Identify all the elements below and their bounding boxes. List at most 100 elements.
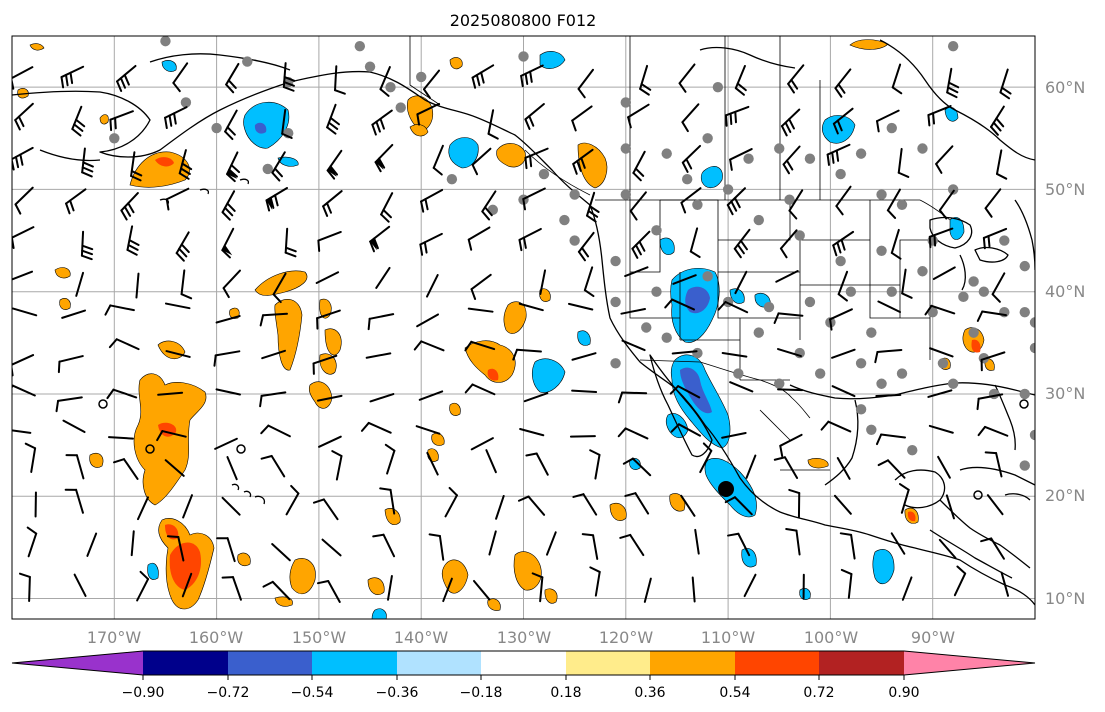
wind-barb xyxy=(670,423,702,437)
colorbar-tick-label: −0.54 xyxy=(291,685,334,701)
wind-barb xyxy=(901,576,913,601)
wind-barb xyxy=(164,106,188,130)
colorbar-bins xyxy=(143,651,904,675)
station-dot xyxy=(886,286,897,297)
wind-barb xyxy=(826,143,851,166)
station-dot xyxy=(641,322,652,333)
wind-barb xyxy=(743,573,757,598)
lon-label: 120°W xyxy=(599,628,654,647)
wind-barb xyxy=(317,394,343,402)
wind-barb xyxy=(225,62,240,94)
station-dot xyxy=(610,358,621,369)
wind-barb xyxy=(589,566,601,597)
station-dot xyxy=(927,306,938,318)
wind-barb xyxy=(387,575,393,601)
lat-label: 30°N xyxy=(1045,384,1085,403)
wind-barb xyxy=(788,189,804,220)
wind-barb xyxy=(419,232,443,256)
wind-barb xyxy=(617,391,648,404)
colorbar-tick-label: 0.72 xyxy=(803,685,834,701)
station-dot xyxy=(518,51,529,62)
station-dot xyxy=(620,97,631,108)
wind-barb xyxy=(166,535,185,562)
wind-barb xyxy=(531,572,544,603)
station-dot xyxy=(722,184,734,195)
station-dot xyxy=(1019,388,1030,400)
wind-barb xyxy=(935,145,954,174)
wind-barb xyxy=(470,273,492,301)
wind-barb xyxy=(946,67,960,99)
wind-barb xyxy=(938,538,957,559)
station-dot xyxy=(968,327,979,338)
wind-barb xyxy=(375,266,391,289)
wind-barb xyxy=(14,102,34,131)
wind-barb xyxy=(265,186,289,212)
wind-barb xyxy=(80,230,94,261)
wind-barb xyxy=(639,64,652,96)
wind-barb xyxy=(890,228,902,260)
calm-markers xyxy=(98,399,1029,500)
wind-barb xyxy=(71,105,86,137)
wind-barb xyxy=(165,350,191,358)
wind-barb xyxy=(622,457,652,477)
station-dot xyxy=(242,56,253,67)
lon-label: 130°W xyxy=(497,628,552,647)
station-dot xyxy=(855,358,867,369)
wind-barb xyxy=(334,65,346,95)
wind-barb xyxy=(717,300,749,314)
wind-barb xyxy=(886,188,901,219)
station-dot xyxy=(784,194,795,205)
colorbar-tick-label: −0.18 xyxy=(460,685,503,701)
wind-barb xyxy=(733,228,751,259)
station-dot xyxy=(262,163,273,175)
station-dot xyxy=(774,378,785,389)
wind-barb xyxy=(470,437,494,451)
wind-barb xyxy=(518,302,544,312)
wind-barb xyxy=(426,274,439,298)
wind-barb xyxy=(773,312,804,325)
station-dot xyxy=(692,347,703,359)
wind-barb xyxy=(745,454,757,479)
wind-barb xyxy=(107,436,134,440)
wind-barb xyxy=(671,350,698,355)
station-dot xyxy=(1019,460,1030,471)
wind-barb xyxy=(272,272,287,304)
lat-label: 60°N xyxy=(1045,78,1085,97)
wind-barb xyxy=(467,226,491,251)
wind-barb xyxy=(522,187,546,211)
wind-barb xyxy=(517,495,546,516)
wind-barb xyxy=(546,531,557,556)
wind-barb xyxy=(259,312,288,327)
station-dot xyxy=(947,184,959,195)
wind-barb xyxy=(835,185,852,216)
wind-barb xyxy=(571,352,597,361)
wind-barb xyxy=(384,443,396,475)
wind-barb xyxy=(840,568,853,599)
wind-barb xyxy=(137,496,149,521)
wind-barb xyxy=(12,307,38,317)
wind-barb xyxy=(18,572,31,602)
wind-barb xyxy=(990,105,1005,136)
wind-barb xyxy=(62,419,86,434)
wind-barb xyxy=(617,427,649,440)
wind-barb xyxy=(724,496,753,516)
wind-barb xyxy=(901,268,913,299)
wind-barb xyxy=(262,580,291,601)
wind-barb xyxy=(372,533,396,558)
wind-barb xyxy=(583,266,595,298)
wind-barb xyxy=(678,63,696,93)
map-title: 2025080800 F012 xyxy=(450,11,597,30)
wind-barb xyxy=(721,431,747,439)
colorbar-bin xyxy=(566,651,650,675)
wind-barb xyxy=(113,458,139,480)
wind-barb xyxy=(221,227,235,259)
wind-barb xyxy=(727,532,751,557)
station-dot xyxy=(958,291,969,303)
wind-barb xyxy=(928,227,954,249)
wind-barb xyxy=(156,430,187,442)
station-dot xyxy=(364,61,376,72)
wind-barb xyxy=(316,309,341,330)
wind-barb xyxy=(481,190,497,221)
wind-barb xyxy=(422,69,441,99)
